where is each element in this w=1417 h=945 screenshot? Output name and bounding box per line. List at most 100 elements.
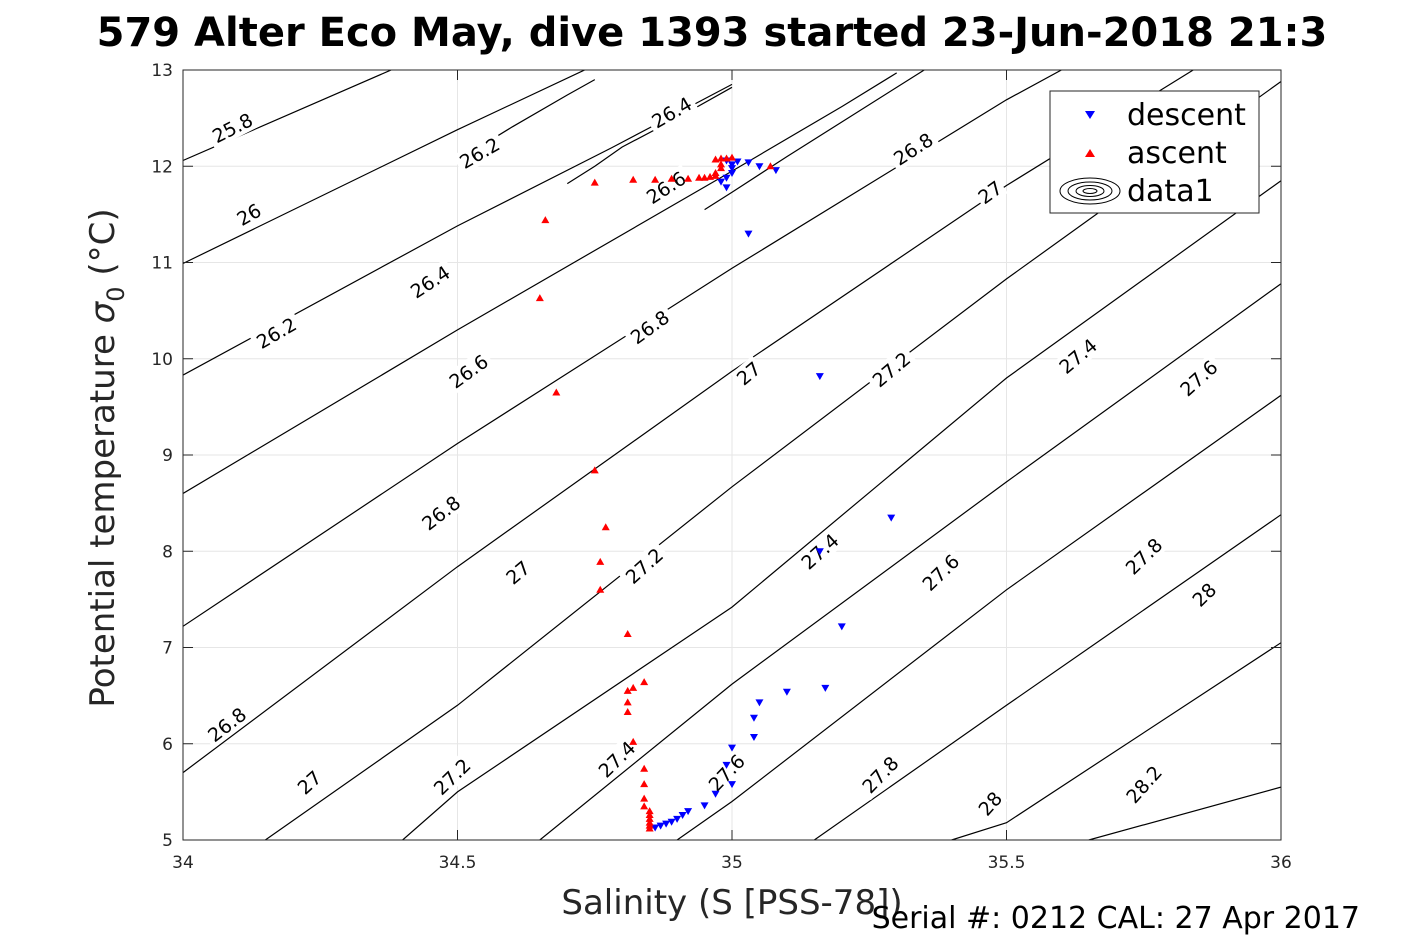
- ascent-point: [684, 174, 693, 182]
- contour-label-bg: [623, 303, 677, 351]
- contour-label-bg: [1118, 530, 1170, 582]
- contour-label-bg: [452, 130, 507, 175]
- ascent-point: [711, 168, 720, 176]
- descent-point: [728, 781, 736, 789]
- y-axis-label-sigma: σ: [83, 300, 123, 323]
- contour-line-27.4: [539, 283, 1281, 840]
- descent-point: [722, 184, 731, 192]
- legend-descent-label: descent: [1127, 98, 1246, 133]
- contour-label-bg: [1051, 331, 1105, 381]
- descent-point: [749, 714, 758, 722]
- contour-label-bg: [1172, 353, 1225, 403]
- contour-label-bg: [205, 106, 260, 149]
- ascent-point: [596, 585, 605, 593]
- ascent-point: [623, 707, 632, 715]
- descent-point: [815, 373, 824, 381]
- ascent-point: [640, 678, 649, 686]
- ascent-point: [645, 814, 654, 822]
- contour-label-bg: [500, 554, 536, 590]
- descent-point: [662, 820, 671, 828]
- y-axis-label-unit: (°C): [83, 208, 123, 286]
- ascent-point: [629, 175, 638, 183]
- ascent-point: [590, 466, 599, 474]
- ascent-point: [640, 764, 649, 772]
- y-axis-label-subscript: 0: [102, 286, 130, 301]
- descent-point: [749, 734, 758, 742]
- ascent-point: [552, 388, 561, 396]
- x-tick-label: 34.5: [439, 853, 477, 873]
- contour-label-bg: [864, 344, 918, 394]
- ascent-point: [728, 153, 736, 161]
- ascent-point: [645, 818, 654, 826]
- x-tick-label: 35: [721, 853, 743, 873]
- ascent-point: [717, 164, 726, 172]
- contour-line-26: [183, 70, 586, 265]
- descent-point: [815, 548, 824, 556]
- ascent-point: [623, 698, 632, 706]
- legend-data1-label: data1: [1127, 174, 1214, 209]
- contour-label-bg: [644, 90, 699, 135]
- contour-line-26.6: [704, 70, 925, 211]
- descent-point: [744, 159, 753, 167]
- contour-line-26.6: [183, 70, 1062, 627]
- x-tick-label: 35.5: [988, 853, 1026, 873]
- chart-title: 579 Alter Eco May, dive 1393 started 23-…: [97, 10, 1328, 56]
- y-tick-label: 12: [151, 157, 173, 177]
- contour-label-bg: [1186, 576, 1222, 613]
- ascent-point: [623, 630, 632, 638]
- descent-point: [821, 684, 830, 692]
- contour-label-bg: [200, 700, 254, 749]
- ascent-point: [590, 178, 599, 186]
- contour-line-28.2: [1088, 786, 1281, 840]
- ascent-point: [601, 523, 610, 531]
- y-tick-label: 5: [162, 831, 173, 851]
- descent-point: [755, 163, 764, 171]
- contour-label-bg: [291, 764, 328, 800]
- data-markers: [535, 153, 896, 832]
- descent-point: [673, 815, 682, 823]
- descent-point: [656, 822, 665, 830]
- legend-ascent-label: ascent: [1127, 136, 1227, 171]
- contour-label-bg: [591, 733, 643, 785]
- ascent-point: [629, 683, 638, 691]
- ascent-point: [640, 794, 649, 802]
- contour-label-bg: [854, 748, 906, 801]
- descent-point: [684, 808, 693, 816]
- contour-label-bg: [414, 488, 468, 537]
- ascent-point: [695, 173, 704, 181]
- ascent-point: [645, 807, 654, 815]
- contour-label-bg: [403, 258, 458, 305]
- contour-label-bg: [730, 355, 767, 391]
- ascent-point: [640, 780, 649, 788]
- contour-line-27.8: [813, 514, 1281, 840]
- contour-label-bg: [249, 310, 304, 355]
- descent-point: [744, 230, 753, 238]
- contour-label-bg: [618, 540, 671, 591]
- descent-point: [755, 699, 764, 707]
- contour-label-bg: [639, 164, 694, 211]
- descent-point: [667, 818, 676, 826]
- x-ticks: 34 34.5 35 35.5 36: [172, 70, 1292, 873]
- ascent-point: [596, 557, 605, 565]
- descent-point: [728, 169, 736, 177]
- ascent-point: [717, 154, 726, 162]
- descent-point: [728, 165, 736, 173]
- ascent-point: [667, 174, 676, 182]
- ascent-point: [640, 802, 649, 810]
- descent-point: [722, 174, 731, 182]
- contour-label-bg: [914, 547, 967, 598]
- ascent-point: [623, 686, 632, 694]
- descent-point: [728, 161, 736, 169]
- y-axis-label: Potential temperature σ0 (°C): [83, 208, 130, 707]
- y-tick-label: 13: [151, 61, 173, 81]
- ascent-point: [717, 160, 726, 168]
- descent-point: [728, 744, 736, 752]
- contour-label-bg: [701, 746, 752, 799]
- descent-point: [782, 688, 791, 696]
- contour-label-bg: [441, 347, 496, 395]
- descent-point: [887, 514, 896, 522]
- descent-point: [717, 178, 726, 186]
- serial-calibration-note: Serial #: 0212 CAL: 27 Apr 2017: [872, 901, 1360, 936]
- ascent-point: [541, 216, 550, 224]
